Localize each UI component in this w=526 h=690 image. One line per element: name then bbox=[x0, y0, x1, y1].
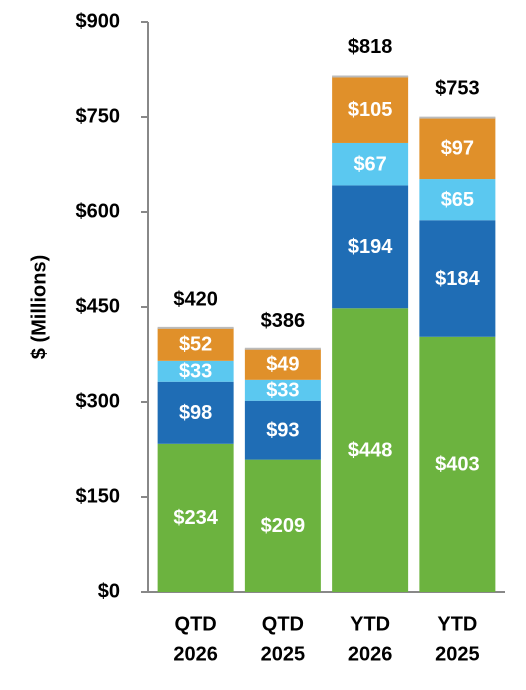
value-label: $105 bbox=[348, 99, 393, 121]
value-label: $98 bbox=[179, 402, 212, 424]
bar-segment bbox=[419, 336, 496, 592]
y-tick-label: $600 bbox=[76, 200, 121, 222]
value-label: $49 bbox=[266, 354, 299, 376]
bar-segment bbox=[157, 381, 234, 444]
x-tick-label: 2026 bbox=[173, 643, 218, 665]
x-tick-label: 2025 bbox=[261, 643, 306, 665]
x-tick-label: YTD bbox=[350, 613, 390, 635]
total-label: $753 bbox=[435, 77, 480, 99]
total-label: $386 bbox=[261, 310, 306, 332]
y-tick-label: $750 bbox=[76, 105, 121, 127]
value-label: $403 bbox=[435, 454, 480, 476]
value-label: $448 bbox=[348, 439, 393, 461]
bar-segment bbox=[332, 76, 409, 143]
bar-segment bbox=[332, 308, 409, 592]
y-tick-label: $900 bbox=[76, 10, 121, 32]
y-tick-label: $0 bbox=[98, 580, 120, 602]
value-label: $234 bbox=[173, 507, 218, 529]
bar-segment bbox=[157, 360, 234, 382]
value-label: $97 bbox=[441, 138, 474, 160]
bar-segment bbox=[419, 220, 496, 337]
bar-segment bbox=[244, 379, 321, 401]
value-label: $209 bbox=[261, 515, 306, 537]
total-label: $818 bbox=[348, 36, 393, 58]
value-label: $184 bbox=[435, 268, 480, 290]
value-label: $33 bbox=[179, 361, 212, 383]
x-tick-label: YTD bbox=[437, 613, 477, 635]
bar-segment bbox=[244, 459, 321, 592]
bar-segment bbox=[419, 117, 496, 180]
bar-segment bbox=[157, 327, 234, 361]
value-label: $194 bbox=[348, 236, 393, 258]
bar-segment bbox=[244, 400, 321, 460]
value-label: $65 bbox=[441, 189, 474, 211]
bar-segment bbox=[244, 348, 321, 380]
value-label: $93 bbox=[266, 419, 299, 441]
y-tick-label: $450 bbox=[76, 295, 121, 317]
x-tick-label: QTD bbox=[262, 613, 304, 635]
bar-segment bbox=[332, 142, 409, 186]
value-label: $67 bbox=[353, 153, 386, 175]
x-tick-label: QTD bbox=[175, 613, 217, 635]
y-axis-title: $ (Millions) bbox=[28, 255, 50, 359]
bar-segment bbox=[332, 185, 409, 309]
y-tick-label: $150 bbox=[76, 485, 121, 507]
y-tick-label: $300 bbox=[76, 390, 121, 412]
x-tick-label: 2025 bbox=[435, 643, 480, 665]
value-label: $33 bbox=[266, 380, 299, 402]
total-label: $420 bbox=[173, 288, 218, 310]
x-tick-label: 2026 bbox=[348, 643, 393, 665]
bar-segment bbox=[419, 179, 496, 221]
value-label: $52 bbox=[179, 334, 212, 356]
bar-segment bbox=[157, 443, 234, 592]
